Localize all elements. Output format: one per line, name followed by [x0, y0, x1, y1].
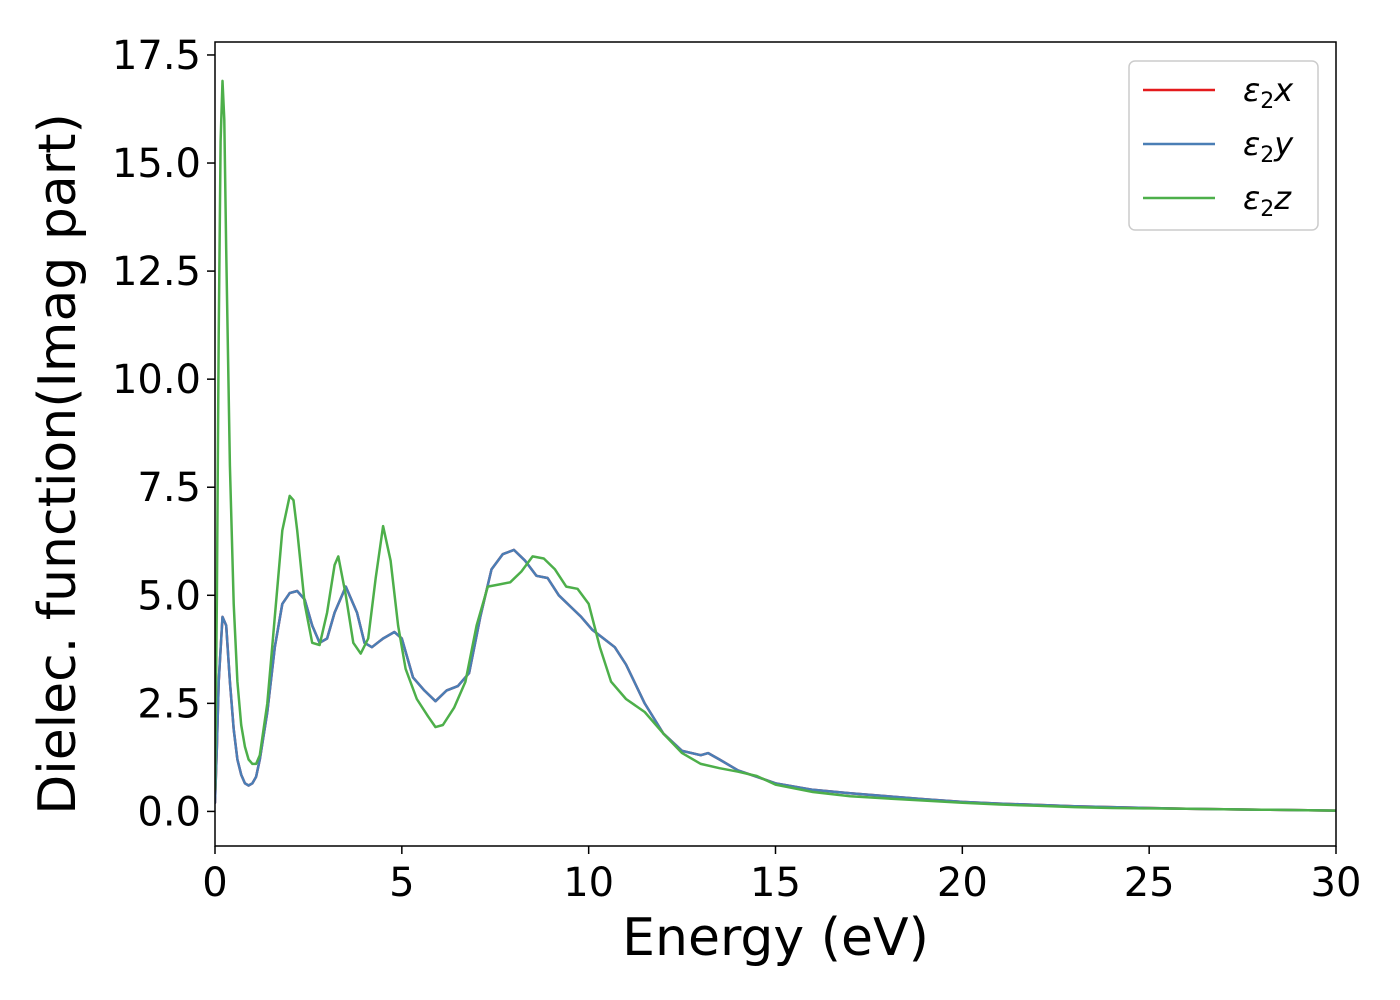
legend-label-z: ε2z — [1243, 179, 1292, 222]
y-axis-ticks: 0.0 2.5 5.0 7.5 10.0 12.5 15.0 17.5 — [112, 33, 215, 835]
legend: ε2x ε2y ε2z — [1128, 60, 1319, 231]
y-tick-label: 0.0 — [137, 789, 201, 835]
y-tick-label: 5.0 — [137, 573, 201, 619]
plot-lines — [215, 79, 1336, 812]
series-line-x — [215, 548, 1336, 812]
x-tick-label: 0 — [202, 860, 227, 906]
y-tick-label: 10.0 — [112, 357, 201, 403]
x-tick-label: 10 — [563, 860, 614, 906]
y-tick-label: 15.0 — [112, 141, 201, 187]
x-axis-label: Energy (eV) — [622, 908, 929, 968]
y-tick-label: 17.5 — [112, 33, 201, 79]
legend-box — [1128, 60, 1319, 231]
x-tick-label: 30 — [1311, 860, 1362, 906]
legend-label-x: ε2x — [1243, 71, 1294, 114]
x-tick-label: 20 — [937, 860, 988, 906]
y-tick-label: 12.5 — [112, 249, 201, 295]
legend-label-y: ε2y — [1243, 125, 1294, 168]
x-tick-label: 15 — [750, 860, 801, 906]
x-axis-ticks: 0 5 10 15 20 25 30 — [202, 846, 1361, 906]
y-tick-label: 7.5 — [137, 465, 201, 511]
series-line-y — [215, 548, 1336, 812]
y-axis-label: Dielec. function(Imag part) — [28, 113, 88, 815]
x-tick-label: 5 — [389, 860, 414, 906]
x-tick-label: 25 — [1124, 860, 1175, 906]
series-line-z — [215, 79, 1336, 812]
y-tick-label: 2.5 — [137, 681, 201, 727]
